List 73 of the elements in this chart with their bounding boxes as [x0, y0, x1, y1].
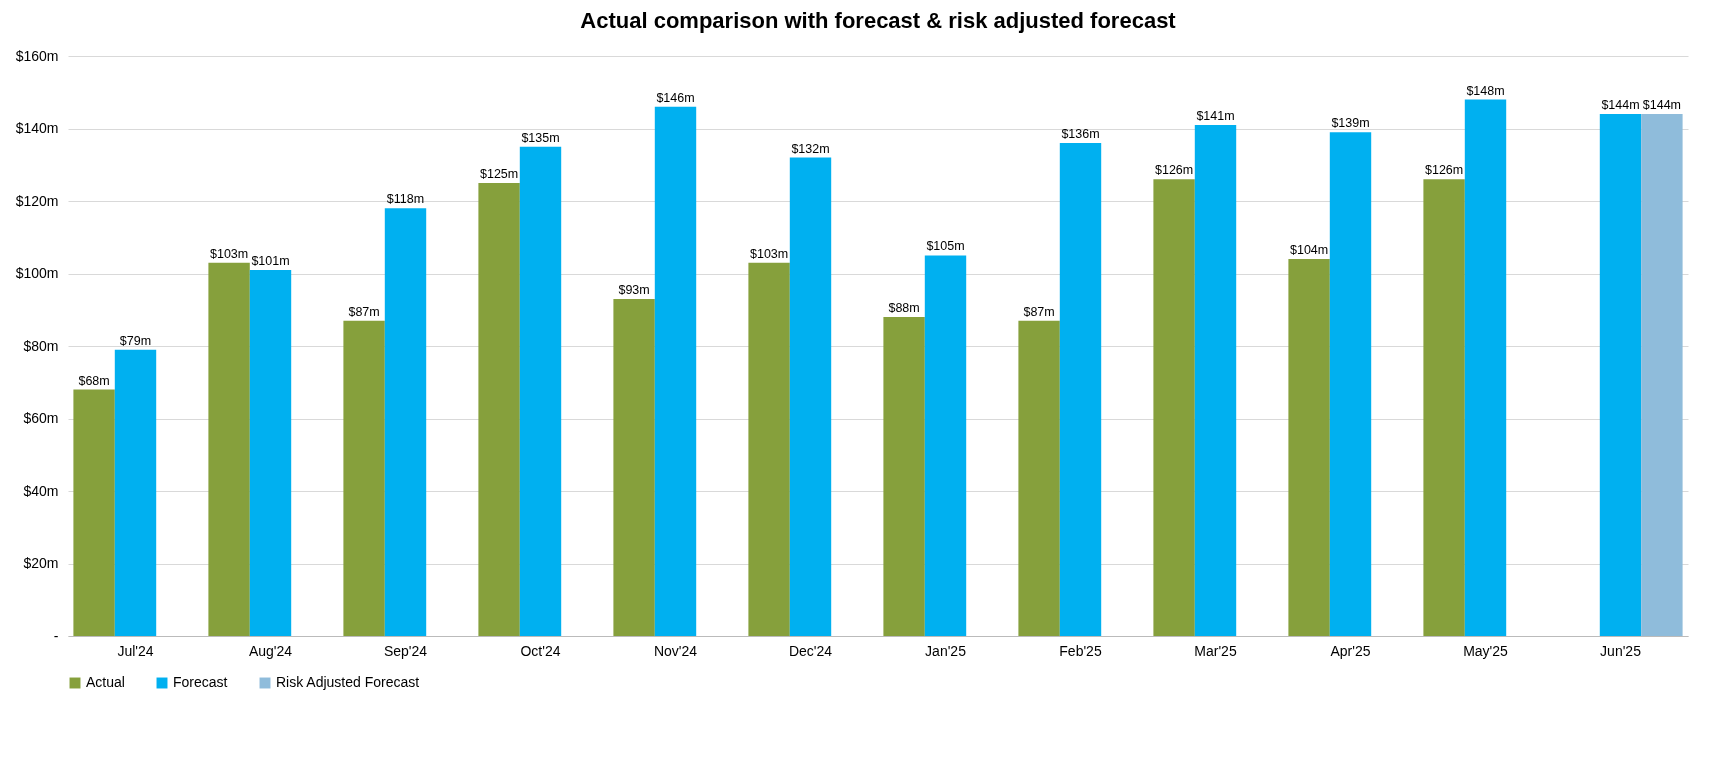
x-tick-label: Mar'25: [1194, 642, 1237, 659]
y-tick-label: $120m: [15, 192, 59, 209]
bar: [208, 262, 250, 636]
bar: [114, 349, 157, 636]
data-label: $118m: [386, 192, 425, 207]
x-tick-label: Feb'25: [1059, 642, 1102, 659]
data-label: $103m: [209, 246, 249, 261]
bar: [1599, 114, 1642, 636]
x-tick-label: Dec'24: [788, 642, 833, 659]
data-label: $88m: [888, 301, 920, 315]
bar: [478, 182, 520, 636]
data-label: $139m: [1331, 116, 1370, 131]
bar: [249, 269, 292, 636]
x-tick-label: Apr'25: [1330, 642, 1371, 659]
x-tick-label: Jan'25: [925, 642, 967, 659]
data-label: $68m: [78, 373, 110, 388]
bar: [613, 298, 655, 636]
bar: [1018, 320, 1060, 636]
y-tick-label: $40m: [23, 482, 59, 499]
x-tick-label: Sep'24: [383, 642, 428, 659]
data-label: $144m: [1642, 98, 1682, 112]
bar: [1423, 179, 1465, 636]
bar: [654, 106, 697, 636]
data-label: $144m: [1601, 98, 1640, 112]
data-label: $135m: [521, 130, 560, 145]
bar: [1329, 132, 1372, 636]
legend-label: Forecast: [173, 674, 228, 690]
y-tick-label: $60m: [23, 410, 59, 426]
data-label: $101m: [251, 253, 290, 268]
bar: [343, 320, 385, 636]
data-label: $125m: [479, 166, 519, 181]
data-label: $141m: [1196, 108, 1235, 123]
data-label: $103m: [749, 246, 789, 261]
data-label: $126m: [1424, 163, 1464, 178]
bar: [73, 389, 115, 636]
bar: [519, 146, 562, 636]
y-tick-label: $20m: [23, 555, 59, 571]
legend-label: Actual: [86, 674, 125, 690]
bar: [1288, 259, 1330, 636]
data-label: $132m: [791, 141, 830, 156]
bar: [924, 255, 967, 636]
data-label: $104m: [1289, 243, 1329, 257]
data-label: $79m: [119, 333, 152, 348]
bar: [748, 262, 790, 636]
y-tick-label: $100m: [15, 265, 59, 281]
y-tick-label: $160m: [15, 47, 59, 64]
data-label: $148m: [1466, 83, 1505, 98]
bar: [1641, 114, 1683, 636]
bar: [1194, 124, 1237, 636]
legend-label: Risk Adjusted Forecast: [276, 674, 420, 690]
x-tick-label: May'25: [1463, 642, 1509, 659]
bar: [1464, 99, 1507, 636]
data-label: $146m: [656, 90, 695, 105]
y-tick-label: $140m: [15, 120, 59, 136]
x-tick-label: Jun'25: [1600, 642, 1642, 659]
x-tick-label: Jul'24: [117, 642, 154, 659]
bar: [384, 208, 427, 636]
x-tick-label: Oct'24: [520, 642, 561, 659]
data-label: $136m: [1061, 127, 1100, 141]
bar: [883, 317, 925, 636]
bar: [1153, 179, 1195, 636]
chart-title: Actual comparison with forecast & risk adjusted forecast: [580, 8, 1177, 33]
data-label: $87m: [348, 304, 380, 319]
y-tick-label: $80m: [23, 337, 59, 354]
data-label: $93m: [618, 282, 650, 297]
data-label: $105m: [926, 239, 965, 254]
y-tick-label: -: [53, 627, 59, 644]
data-label: $87m: [1023, 304, 1055, 319]
data-label: $126m: [1154, 163, 1194, 178]
bar: [1059, 143, 1102, 636]
bar: [789, 157, 832, 636]
x-tick-label: Nov'24: [653, 642, 698, 659]
x-tick-label: Aug'24: [248, 642, 293, 659]
